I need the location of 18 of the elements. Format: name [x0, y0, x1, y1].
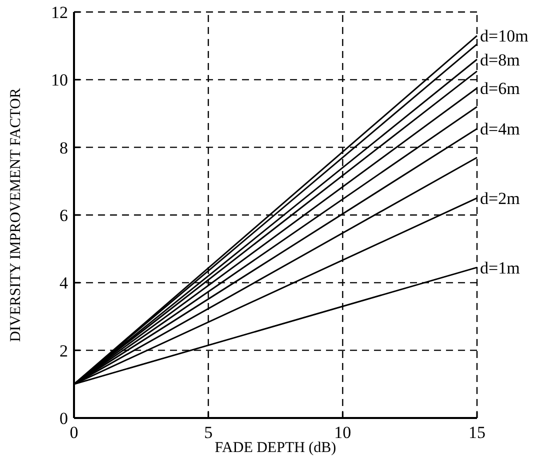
y-tick-label: 12: [51, 2, 68, 22]
y-tick-label: 2: [60, 341, 68, 360]
series-label: d=2m: [480, 189, 520, 208]
x-tick-label: 15: [468, 423, 486, 442]
x-tick-label: 5: [204, 423, 213, 442]
series-label: d=1m: [480, 258, 520, 278]
series-label: d=10m: [480, 26, 528, 46]
series-label: d=6m: [480, 79, 520, 98]
y-tick-label: 8: [60, 138, 68, 158]
series-label: d=4m: [480, 120, 520, 139]
x-axis-title: FADE DEPTH (dB): [214, 440, 336, 456]
x-tick-label: 10: [334, 423, 352, 442]
y-tick-label: 10: [51, 70, 68, 90]
y-axis-title: DIVERSITY IMPROVEMENT FACTOR: [8, 88, 24, 342]
y-tick-label: 6: [60, 206, 68, 225]
series-label: d=8m: [480, 50, 520, 70]
y-tick-label: 4: [60, 274, 68, 293]
y-tick-label: 0: [60, 408, 68, 428]
